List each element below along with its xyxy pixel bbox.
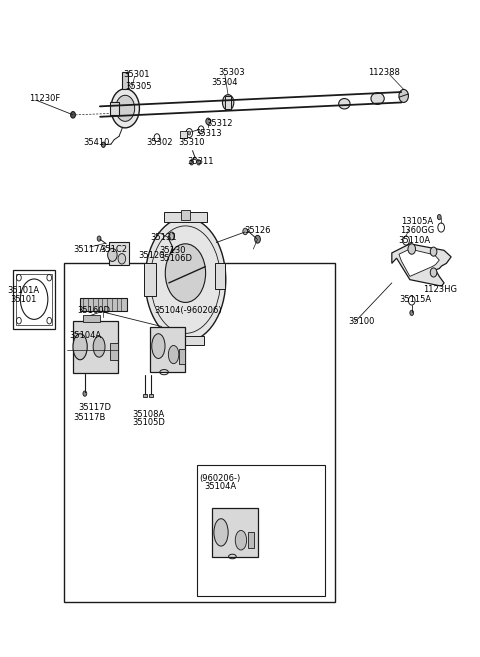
Bar: [16, 274, 52, 325]
Text: 35117B: 35117B: [73, 413, 106, 422]
Text: 11230F: 11230F: [29, 94, 60, 103]
Text: 35302: 35302: [146, 138, 172, 147]
Text: 13105A: 13105A: [401, 217, 433, 225]
Circle shape: [430, 268, 437, 277]
Text: 35130: 35130: [159, 246, 186, 255]
Text: 35120: 35120: [138, 251, 164, 260]
Text: 35115A: 35115A: [399, 295, 432, 304]
Text: 351C2: 351C2: [100, 244, 127, 254]
Text: 35313: 35313: [195, 129, 222, 137]
Text: 35117D: 35117D: [79, 403, 112, 413]
Polygon shape: [392, 244, 451, 286]
Circle shape: [116, 95, 135, 122]
Text: 35105D: 35105D: [132, 419, 165, 428]
Circle shape: [108, 248, 117, 261]
Bar: [109, 102, 119, 115]
Bar: [225, 96, 231, 109]
Ellipse shape: [93, 336, 105, 357]
Ellipse shape: [214, 519, 228, 546]
Bar: [150, 327, 185, 372]
Text: 35106D: 35106D: [159, 254, 192, 263]
Bar: [122, 72, 128, 89]
Circle shape: [197, 160, 201, 165]
Ellipse shape: [371, 93, 384, 104]
Circle shape: [206, 118, 211, 125]
Text: 35126: 35126: [245, 226, 271, 235]
Bar: [80, 298, 127, 311]
Bar: [180, 131, 187, 137]
Circle shape: [71, 112, 75, 118]
Circle shape: [430, 247, 437, 256]
Ellipse shape: [168, 346, 179, 364]
Bar: [143, 394, 147, 397]
Text: (960206-): (960206-): [200, 474, 241, 483]
Bar: [164, 212, 207, 222]
Polygon shape: [399, 249, 439, 277]
Text: 35160D: 35160D: [78, 306, 111, 315]
Circle shape: [83, 391, 87, 396]
Bar: [248, 532, 254, 548]
Text: 35100: 35100: [348, 317, 374, 327]
Text: 35305: 35305: [125, 81, 152, 91]
Bar: [108, 242, 129, 265]
Text: 35303: 35303: [219, 68, 245, 77]
Text: 35101: 35101: [10, 296, 36, 304]
Bar: [144, 263, 156, 296]
Text: 35312: 35312: [207, 119, 233, 128]
Circle shape: [437, 214, 441, 219]
Bar: [197, 465, 325, 596]
Circle shape: [243, 228, 248, 235]
Circle shape: [188, 131, 191, 135]
Bar: [149, 394, 153, 397]
Ellipse shape: [339, 99, 350, 109]
Text: 35104A: 35104A: [69, 330, 101, 340]
Text: 35108A: 35108A: [132, 410, 164, 419]
Text: 35311: 35311: [187, 156, 214, 166]
Ellipse shape: [152, 334, 165, 359]
Circle shape: [97, 236, 101, 241]
Bar: [110, 344, 118, 360]
Bar: [167, 336, 204, 345]
Ellipse shape: [235, 530, 247, 550]
Ellipse shape: [145, 217, 226, 342]
Ellipse shape: [73, 334, 87, 360]
Circle shape: [190, 160, 193, 165]
Circle shape: [255, 235, 261, 243]
Bar: [64, 263, 335, 602]
Circle shape: [399, 89, 408, 102]
Circle shape: [410, 310, 414, 315]
Text: 35304: 35304: [212, 78, 238, 87]
Text: 35104A: 35104A: [204, 482, 237, 491]
Text: 35131: 35131: [150, 233, 176, 242]
Text: 35101A: 35101A: [8, 286, 40, 295]
Bar: [72, 321, 118, 373]
Ellipse shape: [165, 244, 205, 302]
Circle shape: [111, 89, 139, 128]
Text: 112388: 112388: [368, 68, 400, 77]
Circle shape: [118, 254, 126, 264]
Bar: [84, 315, 100, 322]
Text: 35110A: 35110A: [398, 236, 430, 245]
Text: 35410: 35410: [84, 138, 110, 147]
Text: 35310: 35310: [179, 138, 205, 147]
Circle shape: [101, 142, 105, 147]
Bar: [213, 508, 258, 556]
Bar: [215, 263, 225, 290]
Circle shape: [408, 244, 416, 254]
Text: 35301: 35301: [124, 70, 150, 79]
Text: 35104(-960206): 35104(-960206): [155, 306, 222, 315]
Text: 35117A: 35117A: [73, 244, 105, 254]
Bar: [179, 350, 185, 364]
Circle shape: [169, 232, 175, 240]
Text: 1123HG: 1123HG: [423, 285, 456, 294]
Bar: [180, 210, 190, 219]
Text: 1360GG: 1360GG: [400, 225, 434, 235]
Circle shape: [222, 95, 234, 110]
Bar: [13, 270, 55, 328]
